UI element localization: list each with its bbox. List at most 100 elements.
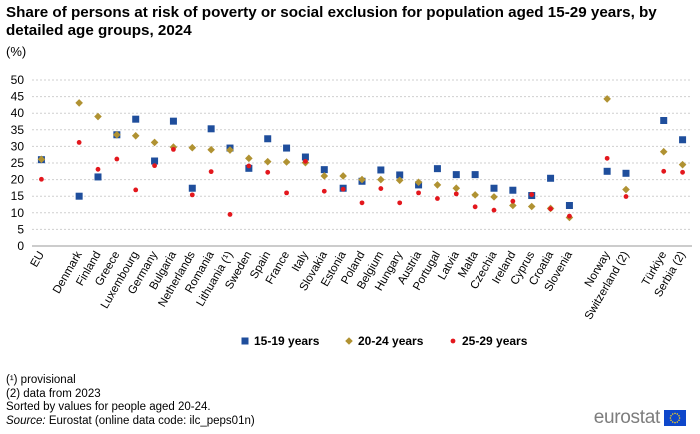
- point-25-29-years-belgium: [378, 186, 384, 191]
- point-15-19-years-czechia: [490, 184, 498, 192]
- y-axis-ticks: 0 5 10 15 20 25 30 35 40 45 50: [11, 73, 25, 253]
- legend-item-20-24-years: 20-24 years: [345, 334, 424, 348]
- legend-label: 25-29 years: [462, 334, 528, 348]
- flag-star: [674, 421, 676, 424]
- point-25-29-years-germany: [152, 163, 157, 169]
- flag-star: [670, 414, 672, 417]
- y-tick-label: 45: [11, 90, 25, 104]
- point-25-29-years-bulgaria: [171, 146, 176, 152]
- point-20-24-years-hungary: [395, 176, 404, 185]
- point-15-19-years-netherlands: [188, 184, 196, 192]
- x-tick-label-eu: EU: [29, 250, 47, 270]
- x-axis-ticks: EU DenmarkFinlandGreeceLuxembourgGermanyB…: [29, 249, 689, 322]
- point-25-29-years-sweden: [246, 163, 252, 169]
- legend-marker-20-24-years: [345, 337, 353, 345]
- point-25-29-years-netherlands: [189, 192, 195, 198]
- legend-item-25-29-years: 25-29 years: [450, 334, 528, 348]
- point-15-19-years-romania: [207, 125, 215, 133]
- point-15-19-years-germany: [151, 157, 159, 165]
- point-20-24-years-czechia: [490, 193, 498, 201]
- point-25-29-years-czechia: [491, 207, 497, 213]
- y-tick-label: 20: [11, 173, 25, 187]
- point-20-24-years-lithuania: [226, 146, 234, 154]
- source-text: Eurostat (online data code: ilc_peps01n): [45, 414, 255, 427]
- footnote-provisional: (¹) provisional: [6, 374, 76, 386]
- point-20-24-years-serbia-2: [678, 160, 687, 169]
- y-tick-label: 15: [11, 189, 25, 203]
- point-25-29-years-eu: [39, 176, 44, 182]
- flag-star: [674, 412, 676, 415]
- point-15-19-years-croatia: [547, 174, 555, 182]
- flag-star: [678, 417, 681, 419]
- eu-flag-icon: [664, 410, 686, 426]
- point-20-24-years-cyprus: [527, 202, 536, 211]
- point-15-19-years-italy: [301, 153, 309, 161]
- point-20-24-years-portugal: [433, 181, 442, 189]
- point-20-24-years-luxembourg: [131, 131, 140, 140]
- y-tick-label: 35: [11, 123, 25, 137]
- point-15-19-years-slovakia: [320, 166, 328, 174]
- flag-star: [676, 413, 679, 415]
- point-15-19-years-ireland: [509, 186, 517, 194]
- source-label: Source:: [6, 414, 46, 427]
- footnote-sort: Sorted by values for people aged 20-24.: [6, 401, 211, 413]
- point-15-19-years-norway: [603, 167, 611, 175]
- y-tick-label: 40: [11, 106, 25, 120]
- point-25-29-years-estonia: [340, 186, 346, 192]
- y-tick-label: 25: [11, 156, 25, 170]
- point-20-24-years-estonia: [339, 172, 347, 180]
- flag-star: [676, 421, 679, 423]
- point-20-24-years-ireland: [509, 201, 517, 210]
- legend-marker-25-29-years: [450, 338, 456, 344]
- point-15-19-years-denmark: [75, 192, 83, 200]
- flag-star: [678, 414, 680, 417]
- point-20-24-years-poland: [358, 175, 366, 184]
- point-25-29-years-croatia: [548, 206, 553, 212]
- point-20-24-years-belgium: [377, 175, 385, 184]
- point-25-29-years-poland: [359, 200, 365, 206]
- point-15-19-years-serbia-2: [679, 136, 687, 144]
- flag-star: [678, 419, 680, 422]
- flag-star: [670, 419, 672, 422]
- point-20-24-years-sweden: [245, 154, 253, 163]
- point-15-19-years-belgium: [377, 166, 385, 174]
- point-25-29-years-lithuania: [227, 212, 233, 217]
- point-25-29-years-slovenia: [567, 213, 572, 219]
- point-15-19-years-france: [283, 144, 291, 152]
- point-20-24-years-germany: [150, 138, 159, 147]
- point-25-29-years-spain: [265, 169, 271, 175]
- series-25-29-years: [39, 140, 685, 219]
- point-15-19-years-switzerland-2: [622, 169, 630, 177]
- point-25-29-years-romania: [208, 169, 214, 175]
- point-20-24-years-eu: [37, 155, 46, 164]
- eurostat-logo: eurostat: [593, 407, 686, 428]
- point-15-19-years-portugal: [433, 165, 441, 173]
- point-25-29-years-luxembourg: [133, 187, 139, 193]
- point-15-19-years-latvia: [452, 171, 460, 179]
- legend: 15-19 years 20-24 years 25-29 years: [241, 334, 528, 348]
- legend-label: 15-19 years: [254, 334, 320, 348]
- point-25-29-years-portugal: [435, 196, 440, 201]
- point-20-24-years-france: [282, 158, 291, 166]
- point-25-29-years-t-rkiye: [661, 168, 667, 174]
- point-15-19-years-t-rkiye: [660, 117, 668, 125]
- y-axis-unit: (%): [6, 44, 27, 59]
- point-20-24-years-t-rkiye: [659, 147, 668, 156]
- gridlines: [32, 79, 692, 247]
- chart-title: Share of persons at risk of poverty or s…: [6, 4, 657, 39]
- flag-star: [671, 413, 674, 415]
- point-20-24-years-switzerland-2: [622, 185, 630, 194]
- point-20-24-years-slovakia: [320, 172, 329, 180]
- y-tick-label: 10: [11, 206, 25, 220]
- chart-area: 0 5 10 15 20 25 30 35 40 45 50 EU DenmarkFinlandGre…: [11, 73, 692, 348]
- logo-wordmark: eurostat: [593, 407, 661, 428]
- y-tick-label: 5: [17, 222, 24, 236]
- point-25-29-years-ireland: [510, 198, 516, 204]
- point-25-29-years-cyprus: [529, 192, 535, 197]
- point-15-19-years-bulgaria: [169, 117, 177, 125]
- source-line: Source: Eurostat (online data code: ilc_…: [6, 415, 255, 429]
- point-15-19-years-luxembourg: [132, 115, 140, 123]
- point-15-19-years-finland: [94, 173, 102, 181]
- point-25-29-years-finland: [95, 166, 101, 172]
- legend-label: 20-24 years: [358, 334, 424, 348]
